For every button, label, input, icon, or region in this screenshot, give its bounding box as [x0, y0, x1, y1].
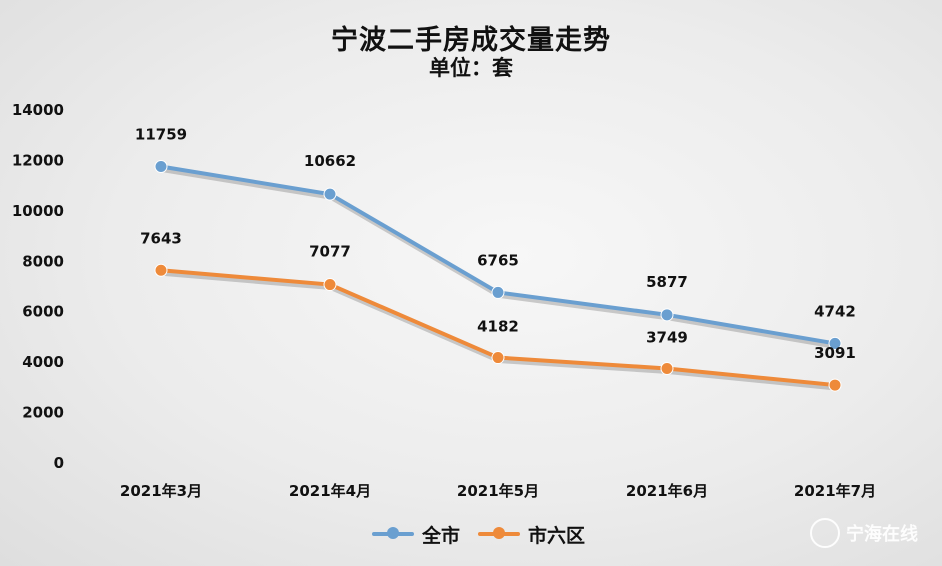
x-tick-label: 2021年7月 — [794, 482, 876, 500]
watermark-text: 宁海在线 — [846, 524, 918, 545]
y-tick-label: 4000 — [22, 353, 64, 371]
data-label-series-1: 3091 — [814, 344, 856, 362]
legend-label-series-0: 全市 — [422, 524, 461, 547]
data-point-series-0 — [491, 285, 505, 299]
data-point-series-1 — [828, 378, 842, 392]
legend-item-series-0: 全市 — [372, 521, 460, 548]
y-tick-label: 6000 — [22, 303, 64, 321]
data-label-series-0: 10662 — [304, 152, 356, 170]
x-tick-label: 2021年6月 — [626, 482, 708, 500]
y-tick-label: 14000 — [12, 101, 64, 119]
data-point-series-1 — [660, 361, 674, 375]
legend-item-series-1: 市六区 — [478, 521, 585, 548]
data-point-series-0 — [323, 187, 337, 201]
data-label-series-0: 4742 — [814, 302, 856, 320]
y-tick-label: 2000 — [22, 404, 64, 422]
logo-icon — [810, 518, 840, 548]
x-tick-label: 2021年4月 — [289, 482, 371, 500]
y-tick-label: 12000 — [12, 151, 64, 169]
data-label-series-1: 4182 — [477, 318, 519, 336]
data-label-series-1: 7643 — [140, 229, 182, 247]
legend-swatch-series-0 — [372, 527, 414, 539]
data-point-series-1 — [491, 351, 505, 365]
x-tick-label: 2021年5月 — [457, 482, 539, 500]
data-label-series-0: 11759 — [135, 126, 187, 144]
data-point-series-0 — [154, 160, 168, 174]
data-point-series-0 — [828, 336, 842, 350]
y-tick-label: 10000 — [12, 202, 64, 220]
chart-legend: 全市 市六区 — [372, 520, 585, 548]
data-label-series-1: 3749 — [646, 328, 688, 346]
x-tick-label: 2021年3月 — [120, 482, 202, 500]
chart-subtitle: 单位：套 — [429, 56, 513, 80]
y-tick-label: 8000 — [22, 252, 64, 270]
chart-title: 宁波二手房成交量走势 — [331, 25, 611, 56]
y-tick-label: 0 — [54, 454, 64, 472]
data-label-series-1: 7077 — [309, 243, 351, 261]
data-point-series-1 — [154, 263, 168, 277]
watermark: 宁海在线 — [810, 518, 918, 548]
data-point-series-0 — [660, 308, 674, 322]
data-label-series-0: 6765 — [477, 251, 519, 269]
data-point-series-1 — [323, 278, 337, 292]
data-label-series-0: 5877 — [646, 273, 688, 291]
legend-swatch-series-1 — [478, 527, 521, 539]
legend-label-series-1: 市六区 — [528, 524, 586, 547]
